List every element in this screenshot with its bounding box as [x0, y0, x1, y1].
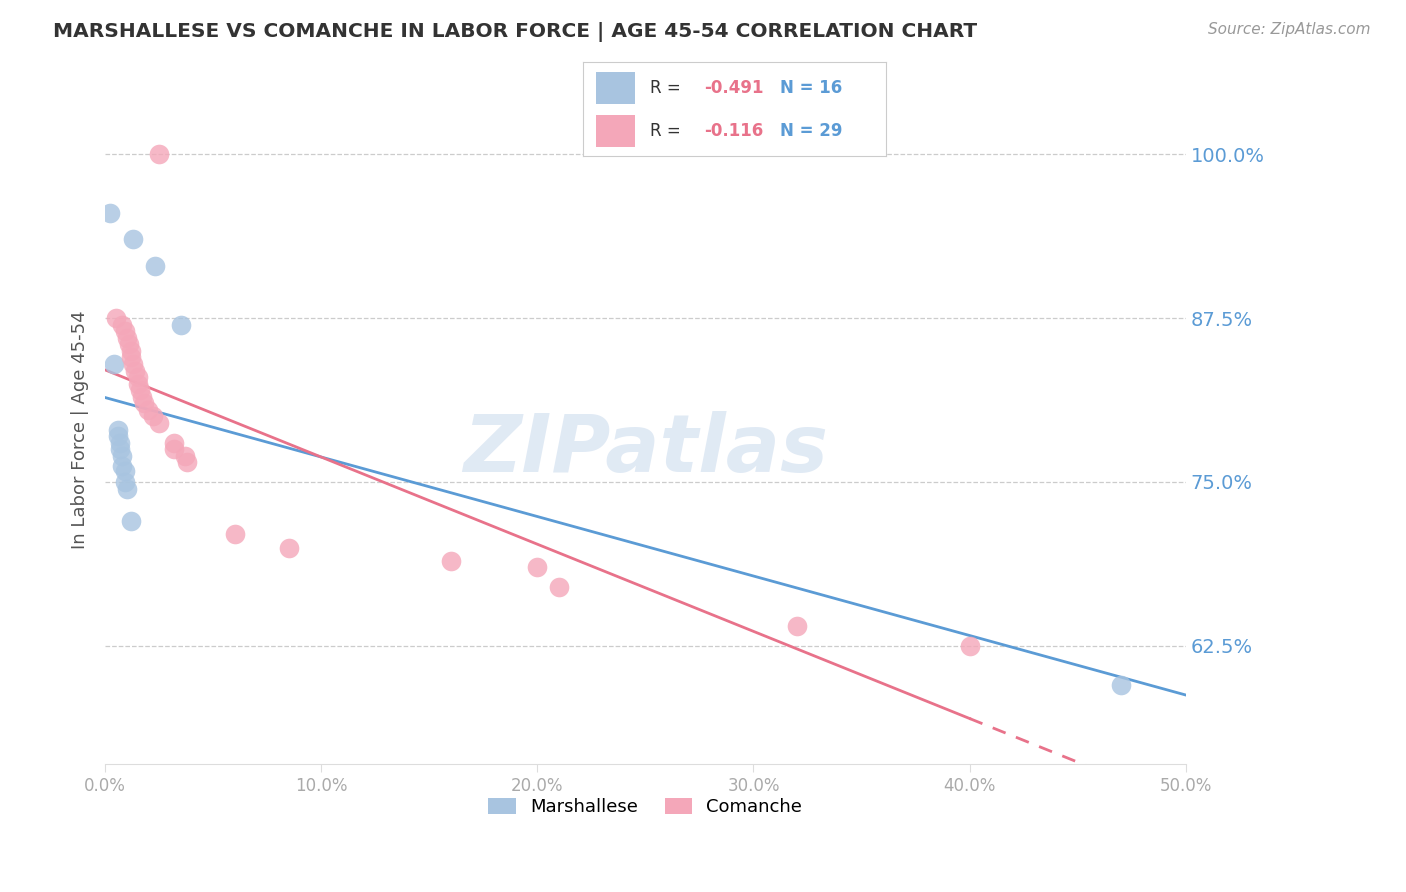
- Point: [111, 449, 134, 463]
- Point: [107, 423, 129, 437]
- Point: [105, 311, 128, 326]
- Text: N = 16: N = 16: [780, 78, 842, 96]
- Text: Source: ZipAtlas.com: Source: ZipAtlas.com: [1208, 22, 1371, 37]
- Point: [107, 429, 129, 443]
- Point: [170, 318, 193, 332]
- Point: [120, 514, 142, 528]
- Point: [959, 639, 981, 653]
- Text: -0.491: -0.491: [704, 78, 763, 96]
- Y-axis label: In Labor Force | Age 45-54: In Labor Force | Age 45-54: [72, 310, 89, 549]
- Point: [114, 475, 136, 489]
- Point: [148, 416, 170, 430]
- Point: [440, 554, 463, 568]
- Point: [127, 370, 149, 384]
- Point: [122, 357, 145, 371]
- Text: R =: R =: [650, 78, 686, 96]
- FancyBboxPatch shape: [596, 115, 636, 147]
- Text: -0.116: -0.116: [704, 122, 763, 140]
- Point: [111, 459, 134, 474]
- Point: [148, 147, 170, 161]
- Point: [98, 206, 121, 220]
- Point: [111, 318, 134, 332]
- Point: [176, 455, 198, 469]
- Point: [118, 337, 141, 351]
- Text: ZIPatlas: ZIPatlas: [463, 410, 828, 489]
- Legend: Marshallese, Comanche: Marshallese, Comanche: [484, 793, 808, 822]
- Point: [138, 403, 160, 417]
- Point: [128, 383, 150, 397]
- Point: [277, 541, 299, 555]
- Point: [114, 324, 136, 338]
- Point: [120, 343, 142, 358]
- Point: [122, 232, 145, 246]
- Point: [132, 396, 155, 410]
- Text: R =: R =: [650, 122, 686, 140]
- Point: [131, 390, 153, 404]
- Point: [163, 435, 186, 450]
- FancyBboxPatch shape: [596, 72, 636, 103]
- Point: [115, 482, 138, 496]
- Text: MARSHALLESE VS COMANCHE IN LABOR FORCE | AGE 45-54 CORRELATION CHART: MARSHALLESE VS COMANCHE IN LABOR FORCE |…: [53, 22, 977, 42]
- Point: [110, 442, 132, 457]
- Point: [224, 527, 246, 541]
- Point: [548, 580, 571, 594]
- Point: [124, 363, 146, 377]
- Point: [127, 376, 149, 391]
- Point: [174, 449, 197, 463]
- Point: [103, 357, 125, 371]
- Point: [110, 435, 132, 450]
- Point: [1109, 678, 1132, 692]
- Point: [786, 619, 808, 633]
- Point: [163, 442, 186, 457]
- Point: [114, 465, 136, 479]
- Point: [120, 351, 142, 365]
- Text: N = 29: N = 29: [780, 122, 842, 140]
- Point: [142, 409, 165, 424]
- Point: [143, 259, 166, 273]
- Point: [526, 560, 548, 574]
- Point: [115, 331, 138, 345]
